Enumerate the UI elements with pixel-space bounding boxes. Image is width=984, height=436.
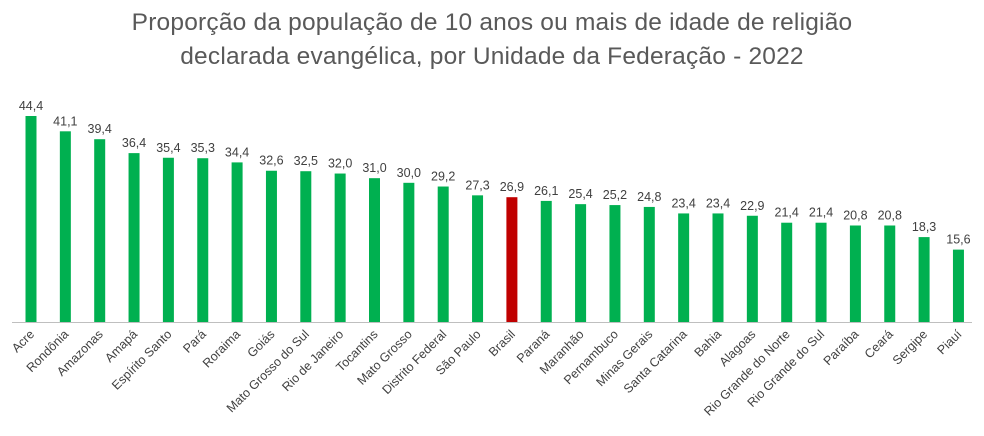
value-label-roraima: 34,4 bbox=[225, 145, 249, 159]
bars-group bbox=[25, 116, 964, 322]
value-label-bahia: 23,4 bbox=[706, 196, 730, 210]
value-label-mato-grosso: 30,0 bbox=[397, 166, 421, 180]
bar-rondonia bbox=[59, 131, 71, 322]
value-label-para: 35,3 bbox=[191, 141, 215, 155]
bar-amazonas bbox=[94, 139, 106, 322]
bar-bahia bbox=[712, 213, 724, 322]
bar-piaui bbox=[952, 249, 964, 322]
value-label-rio-de-janeiro: 32,0 bbox=[328, 157, 352, 171]
bar-mato-grosso bbox=[403, 182, 415, 322]
bar-rio-grande-do-sul bbox=[815, 222, 827, 322]
value-label-amapa: 36,4 bbox=[122, 136, 146, 150]
bar-santa-catarina bbox=[678, 213, 690, 322]
value-label-rio-grande-do-norte: 21,4 bbox=[775, 206, 799, 220]
value-label-parana: 26,1 bbox=[534, 184, 558, 198]
bar-roraima bbox=[231, 162, 243, 322]
value-label-distrito-federal: 29,2 bbox=[431, 170, 455, 184]
value-labels-group: 44,4 41,1 39,4 36,4 35,4 35,3 34,4 32,6 32,5 32,0… bbox=[19, 99, 971, 247]
bar-ceara bbox=[884, 225, 896, 322]
value-label-espirito-santo: 35,4 bbox=[156, 141, 180, 155]
bar-pernambuco bbox=[609, 205, 621, 322]
value-label-alagoas: 22,9 bbox=[740, 199, 764, 213]
bar-brasil bbox=[506, 197, 518, 322]
bar-rio-de-janeiro bbox=[334, 173, 346, 322]
bar-goias bbox=[265, 170, 277, 322]
bar-paraiba bbox=[849, 225, 861, 322]
value-label-pernambuco: 25,2 bbox=[603, 188, 627, 202]
value-label-tocantins: 31,0 bbox=[362, 161, 386, 175]
bar-maranhao bbox=[575, 204, 587, 322]
bar-sao-paulo bbox=[472, 195, 484, 322]
value-label-maranhao: 25,4 bbox=[568, 187, 592, 201]
bar-para bbox=[197, 158, 209, 322]
bar-mato-grosso-do-sul bbox=[300, 171, 312, 322]
category-label-para: Pará bbox=[180, 327, 209, 356]
value-label-brasil: 26,9 bbox=[500, 180, 524, 194]
bar-sergipe bbox=[918, 237, 930, 322]
bar-alagoas bbox=[746, 215, 758, 322]
value-label-minas-gerais: 24,8 bbox=[637, 190, 661, 204]
value-label-sergipe: 18,3 bbox=[912, 220, 936, 234]
bar-rio-grande-do-norte bbox=[781, 222, 793, 322]
category-label-brasil: Brasil bbox=[486, 327, 518, 359]
bar-tocantins bbox=[369, 178, 380, 322]
bar-distrito-federal bbox=[437, 186, 449, 322]
value-label-sao-paulo: 27,3 bbox=[465, 178, 489, 192]
bar-parana bbox=[540, 200, 552, 322]
value-label-acre: 44,4 bbox=[19, 99, 43, 113]
category-label-roraima: Roraima bbox=[200, 327, 243, 370]
bar-amapa bbox=[128, 153, 140, 322]
value-label-santa-catarina: 23,4 bbox=[671, 196, 695, 210]
bar-acre bbox=[25, 116, 37, 322]
value-label-paraiba: 20,8 bbox=[843, 208, 867, 222]
category-label-acre: Acre bbox=[9, 327, 37, 355]
category-label-paraiba: Paraíba bbox=[821, 327, 862, 368]
category-label-bahia: Bahia bbox=[692, 327, 725, 360]
value-label-rio-grande-do-sul: 21,4 bbox=[809, 206, 833, 220]
value-label-amazonas: 39,4 bbox=[88, 122, 112, 136]
value-label-goias: 32,6 bbox=[259, 154, 283, 168]
value-label-piaui: 15,6 bbox=[946, 233, 970, 247]
category-label-piaui: Piauí bbox=[935, 327, 965, 357]
value-label-ceara: 20,8 bbox=[878, 208, 902, 222]
category-label-sergipe: Sergipe bbox=[890, 327, 930, 367]
category-label-santa-catarina: Santa Catarina bbox=[621, 327, 690, 396]
value-label-mato-grosso-do-sul: 32,5 bbox=[294, 154, 318, 168]
chart-title: Proporção da população de 10 anos ou mai… bbox=[0, 6, 984, 74]
category-label-espirito-santo: Espírito Santo bbox=[109, 327, 174, 392]
bar-minas-gerais bbox=[643, 206, 655, 322]
bar-espirito-santo bbox=[162, 157, 174, 322]
chart-title-line-1: Proporção da população de 10 anos ou mai… bbox=[131, 9, 853, 36]
value-label-rondonia: 41,1 bbox=[53, 114, 77, 128]
chart-title-line-2: declarada evangélica, por Unidade da Fed… bbox=[180, 43, 804, 70]
